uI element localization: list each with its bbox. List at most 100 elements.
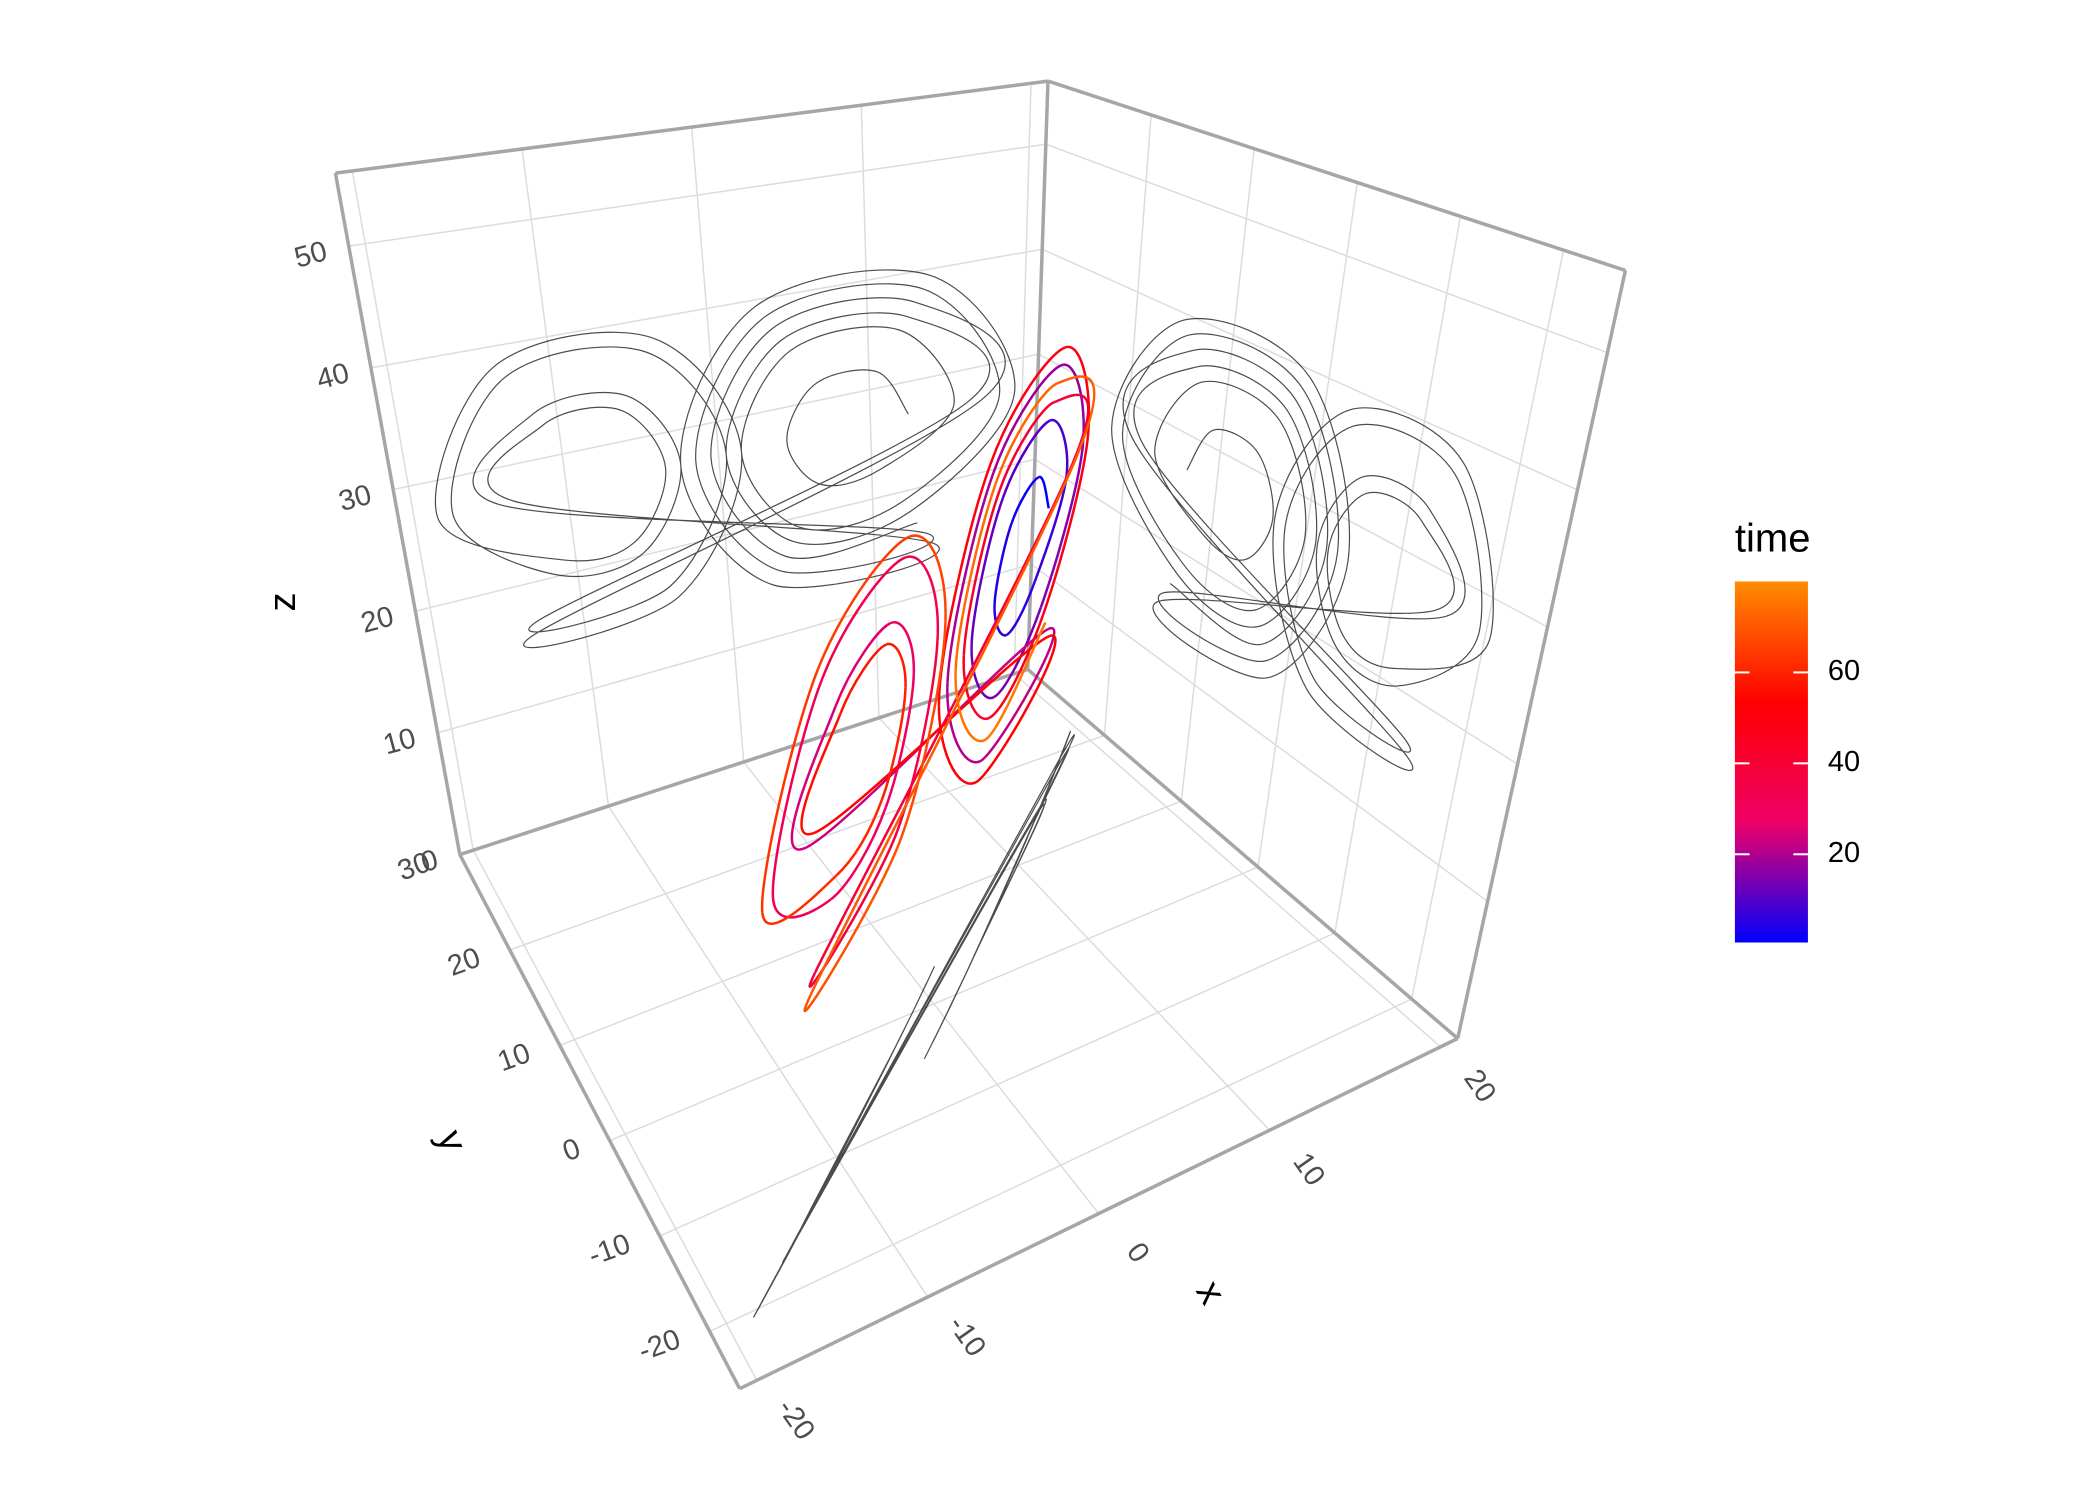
trajectory-segment bbox=[813, 634, 1051, 835]
y-axis-title: y bbox=[429, 1125, 475, 1157]
x-tick-label: 0 bbox=[1120, 1237, 1155, 1269]
back-wall-shadow bbox=[434, 269, 1016, 649]
z-tick-label: 50 bbox=[291, 235, 330, 274]
trajectory-segment bbox=[834, 621, 892, 707]
trajectory-segment bbox=[808, 453, 1079, 997]
trajectory-segment bbox=[988, 614, 1045, 720]
grid-line bbox=[1045, 143, 1608, 354]
grid-line bbox=[1103, 114, 1152, 736]
trajectory-segment bbox=[995, 381, 1059, 481]
grid-line bbox=[709, 998, 1412, 1333]
trajectory-segment bbox=[771, 896, 832, 919]
y-tick-label: 20 bbox=[443, 942, 484, 983]
z-tick-label: 40 bbox=[313, 357, 352, 396]
trajectory-segment bbox=[771, 678, 824, 897]
trajectory-segment bbox=[899, 620, 947, 839]
z-tick-label: 30 bbox=[335, 479, 374, 518]
trajectory-segment bbox=[1042, 433, 1090, 615]
grid-line bbox=[659, 932, 1336, 1237]
box-edge bbox=[1047, 79, 1626, 273]
box-edge bbox=[738, 1036, 1459, 1391]
grid-line bbox=[351, 170, 475, 851]
trajectory-segment bbox=[1038, 475, 1051, 509]
trajectory-segment bbox=[803, 837, 903, 1013]
x-axis-title: x bbox=[1187, 1274, 1233, 1311]
grid-line bbox=[415, 458, 1036, 612]
grid-line bbox=[348, 143, 1046, 247]
z-axis-title: z bbox=[262, 592, 304, 611]
trajectory-segment bbox=[884, 673, 916, 808]
grid-line bbox=[1013, 83, 1032, 674]
x-tick-label: 10 bbox=[1286, 1147, 1331, 1192]
trajectory-segment bbox=[1010, 475, 1040, 524]
box-edge bbox=[335, 79, 1049, 175]
grid-line bbox=[1013, 673, 1442, 1048]
trajectory-segment bbox=[838, 643, 887, 715]
grid-line bbox=[607, 805, 929, 1298]
box-edge bbox=[458, 853, 742, 1390]
grid-line bbox=[1030, 563, 1489, 903]
trajectory-segment bbox=[993, 522, 1013, 604]
trajectory-segment bbox=[1005, 584, 1035, 637]
grid-line bbox=[509, 734, 1105, 951]
trajectory-segment bbox=[830, 806, 887, 901]
trajectory-segment bbox=[946, 682, 982, 764]
box-edge bbox=[333, 172, 462, 855]
grid-line bbox=[1180, 148, 1255, 802]
trajectory-segment bbox=[835, 799, 884, 877]
trajectory-segment bbox=[790, 705, 837, 851]
trajectory-segment bbox=[979, 626, 1056, 763]
grid-line bbox=[437, 563, 1032, 734]
trajectory-segment bbox=[1001, 419, 1052, 499]
trajectory-segment bbox=[975, 634, 1057, 784]
y-tick-label: -10 bbox=[584, 1228, 634, 1272]
grid-line bbox=[1041, 248, 1578, 491]
trajectory-segment bbox=[821, 556, 906, 680]
grid-line bbox=[609, 866, 1259, 1142]
colorbar-label: 40 bbox=[1828, 746, 1860, 778]
trajectory-segment bbox=[808, 830, 899, 988]
box-edge bbox=[459, 667, 1029, 857]
trajectory-segment bbox=[760, 669, 819, 913]
colorbar-label: 20 bbox=[1828, 837, 1860, 869]
trajectory-segment bbox=[909, 534, 947, 621]
grid-line bbox=[1334, 216, 1462, 934]
trajectory-segment bbox=[1050, 419, 1069, 476]
colorbar bbox=[1734, 581, 1808, 943]
z-tick-label: 0 bbox=[418, 844, 442, 879]
z-tick-label: 10 bbox=[380, 722, 419, 761]
box-edge bbox=[1455, 270, 1628, 1039]
trajectory-segment bbox=[890, 621, 916, 674]
trajectory-segment bbox=[816, 535, 911, 671]
side-wall-shadow bbox=[1111, 317, 1494, 771]
grid-line bbox=[878, 717, 1271, 1131]
trajectory-segment bbox=[1065, 345, 1091, 434]
trajectory-segment bbox=[992, 363, 1063, 473]
trajectory-segment bbox=[954, 669, 986, 743]
grid-line bbox=[860, 105, 880, 718]
trajectory-segment bbox=[937, 696, 977, 785]
floor-shadow bbox=[753, 730, 1076, 1318]
colorbar-label: 60 bbox=[1828, 655, 1860, 687]
y-tick-label: 0 bbox=[559, 1132, 585, 1168]
trajectory-segment bbox=[800, 713, 842, 836]
trajectory-segment bbox=[761, 874, 838, 925]
x-tick-label: 20 bbox=[1457, 1064, 1502, 1109]
trajectory-segment bbox=[962, 655, 990, 721]
z-tick-label: 20 bbox=[358, 600, 397, 639]
grid-line bbox=[370, 248, 1043, 369]
grid-line bbox=[743, 761, 1100, 1215]
grid-line bbox=[1257, 182, 1359, 868]
trajectory-segment bbox=[1039, 443, 1085, 609]
trajectory-segment bbox=[904, 555, 940, 634]
trajectory-segment bbox=[885, 642, 907, 688]
x-tick-label: -20 bbox=[771, 1393, 821, 1446]
trajectory-segment bbox=[970, 642, 995, 700]
trajectory-segment bbox=[1053, 393, 1090, 465]
grid-line bbox=[559, 800, 1182, 1047]
grid-line bbox=[521, 148, 610, 807]
trajectory-segment bbox=[984, 621, 1047, 742]
box-edge bbox=[1026, 667, 1459, 1040]
trajectory-segment bbox=[962, 489, 1001, 656]
